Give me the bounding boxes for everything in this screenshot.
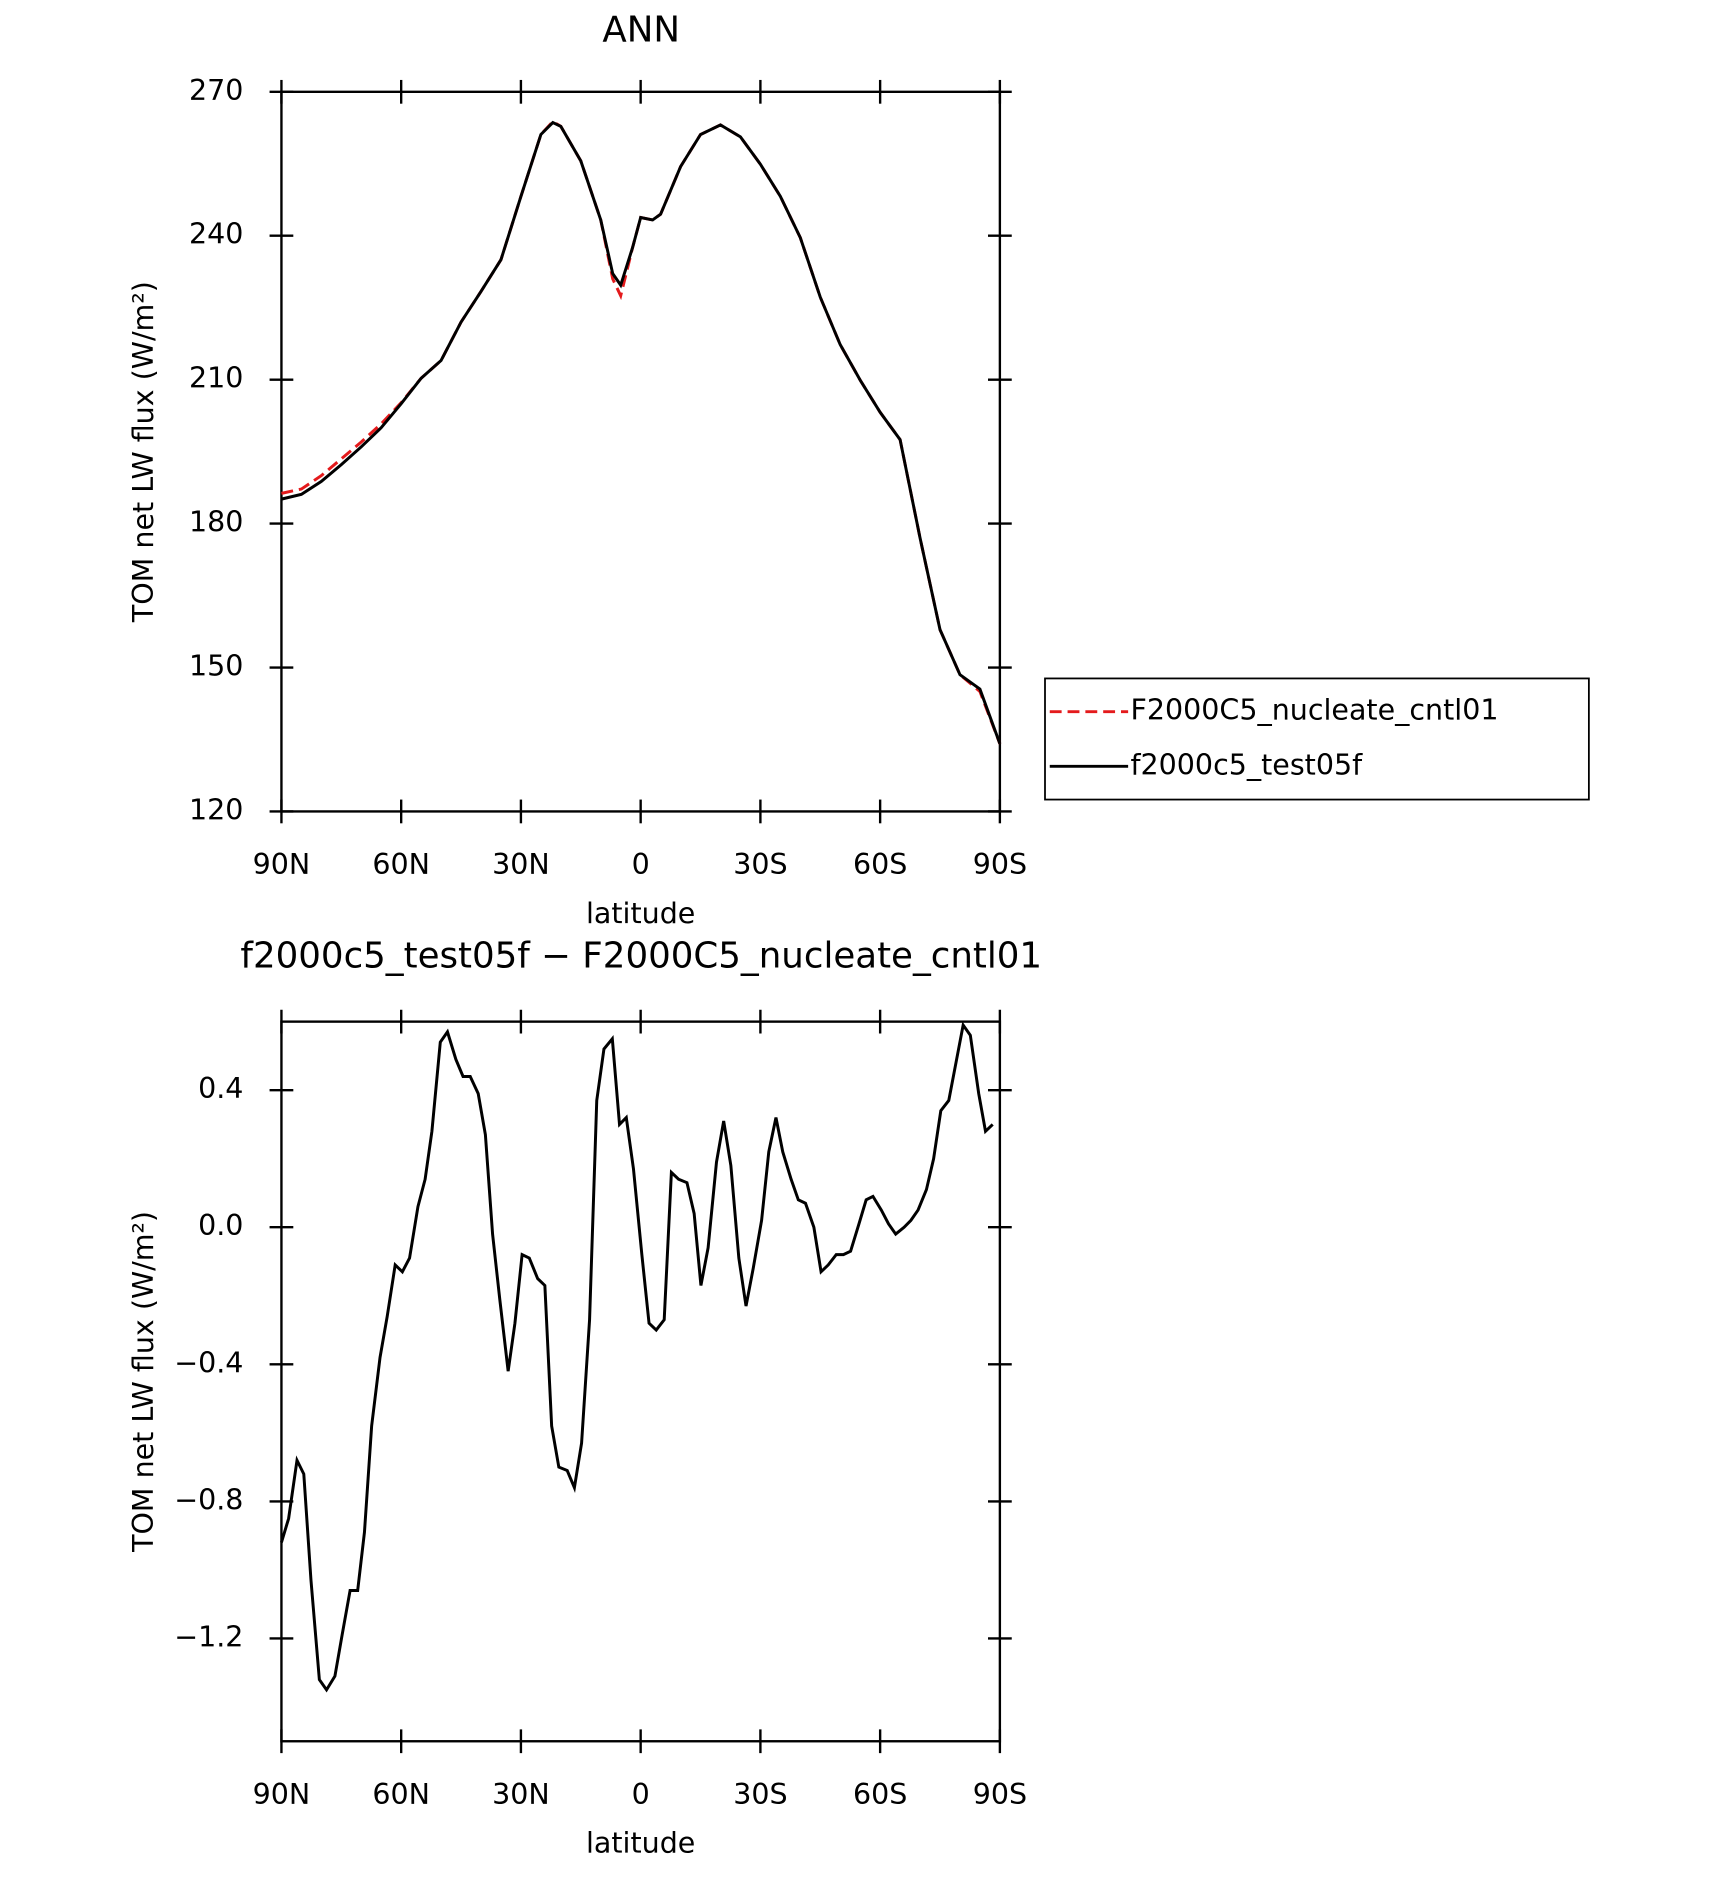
x-tick-label: 30S [733, 848, 787, 881]
legend-label: f2000c5_test05f [1131, 748, 1364, 781]
x-tick-label: 60S [853, 848, 907, 881]
chart-title: ANN [602, 9, 680, 50]
x-tick-label: 90N [253, 848, 311, 881]
plot-frame [280, 90, 1002, 813]
x-axis-label: latitude [586, 897, 695, 930]
x-axis-label: latitude [586, 1827, 695, 1860]
y-tick-label: 120 [189, 793, 243, 826]
x-tick-label: 90S [973, 1778, 1027, 1811]
series-line [281, 120, 1002, 745]
x-tick-label: 60N [372, 848, 430, 881]
x-tick-label: 30N [492, 1778, 550, 1811]
y-tick-label: 150 [189, 650, 243, 683]
y-tick-label: 180 [189, 506, 243, 539]
y-tick-label: −1.2 [174, 1620, 243, 1653]
y-tick-label: 240 [189, 218, 243, 251]
series-line [281, 119, 1002, 745]
chart-title: f2000c5_test05f − F2000C5_nucleate_cntl0… [240, 936, 1042, 977]
legend-box [1044, 677, 1590, 801]
legend-label: F2000C5_nucleate_cntl01 [1131, 694, 1499, 727]
x-tick-label: 60S [853, 1778, 907, 1811]
series-line [280, 1021, 994, 1693]
y-tick-label: 0.0 [198, 1209, 243, 1242]
y-axis-label: TOM net LW flux (W/m²) [127, 1211, 160, 1553]
y-tick-label: 210 [189, 362, 243, 395]
y-tick-label: 270 [189, 74, 243, 107]
x-tick-label: 0 [632, 1778, 650, 1811]
y-tick-label: −0.8 [174, 1483, 243, 1516]
x-tick-label: 30S [733, 1778, 787, 1811]
y-axis-label: TOM net LW flux (W/m²) [127, 281, 160, 623]
x-tick-label: 0 [632, 848, 650, 881]
x-tick-label: 90S [973, 848, 1027, 881]
y-tick-label: −0.4 [174, 1346, 243, 1379]
x-tick-label: 30N [492, 848, 550, 881]
y-tick-label: 0.4 [198, 1072, 243, 1105]
x-tick-label: 60N [372, 1778, 430, 1811]
x-tick-label: 90N [253, 1778, 311, 1811]
plot-frame [280, 1020, 1002, 1743]
